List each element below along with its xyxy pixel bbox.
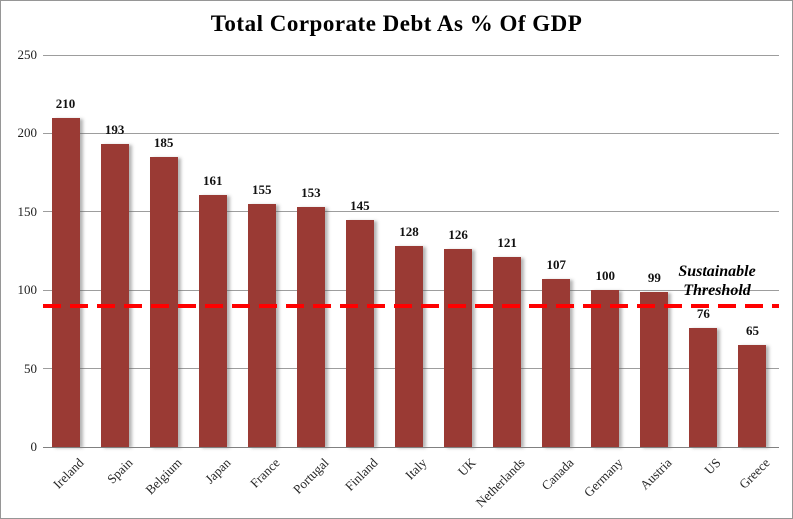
x-axis-line	[43, 447, 779, 448]
bar-ireland	[51, 117, 80, 447]
bar-value-label: 145	[350, 197, 370, 213]
bar-uk	[444, 249, 473, 447]
bar-value-label: 126	[448, 227, 468, 243]
bar-greece	[738, 345, 767, 447]
bar-spain	[100, 144, 129, 447]
threshold-label-line1: Sustainable	[678, 262, 756, 280]
bar-france	[247, 203, 276, 447]
bar-netherlands	[493, 257, 522, 447]
y-axis-tick-label: 50	[24, 360, 37, 376]
y-axis-tick-label: 150	[17, 203, 38, 219]
gridline-250	[43, 54, 779, 56]
bar-value-label: 185	[153, 134, 174, 150]
bar-value-label: 121	[497, 235, 517, 251]
y-axis-tick-label: 200	[17, 125, 38, 141]
bar-value-label: 128	[399, 224, 419, 240]
y-axis-tick-label: 0	[30, 439, 38, 454]
bar-portugal	[296, 207, 325, 447]
bar-value-label: 65	[745, 323, 759, 339]
bar-value-label: 76	[696, 305, 710, 321]
bar-value-label: 210	[55, 95, 76, 111]
bar-value-label: 153	[301, 185, 321, 201]
bar-belgium	[149, 156, 178, 447]
gridline-150	[43, 211, 779, 213]
threshold-label: Sustainable Threshold	[655, 262, 779, 300]
chart-title: Total Corporate Debt As % Of GDP	[210, 11, 583, 36]
bar-finland	[345, 219, 374, 447]
bar-value-label: 193	[104, 122, 125, 138]
bar-italy	[395, 246, 423, 447]
bar-value-label: 100	[595, 268, 616, 284]
gridline-200	[43, 132, 779, 134]
bar-us	[689, 327, 718, 447]
bar-value-label: 99	[647, 269, 661, 285]
bar-value-label: 107	[546, 257, 566, 273]
bar-value-label: 155	[252, 181, 272, 197]
threshold-dashed-line	[43, 303, 779, 308]
bar-austria	[640, 291, 669, 447]
threshold-label-line2: Threshold	[683, 281, 751, 299]
bar-japan	[198, 194, 227, 447]
bar-germany	[591, 290, 620, 447]
y-axis-tick-label: 100	[17, 282, 38, 298]
y-axis-tick-label: 250	[17, 47, 38, 62]
bar-value-label: 161	[202, 172, 223, 188]
